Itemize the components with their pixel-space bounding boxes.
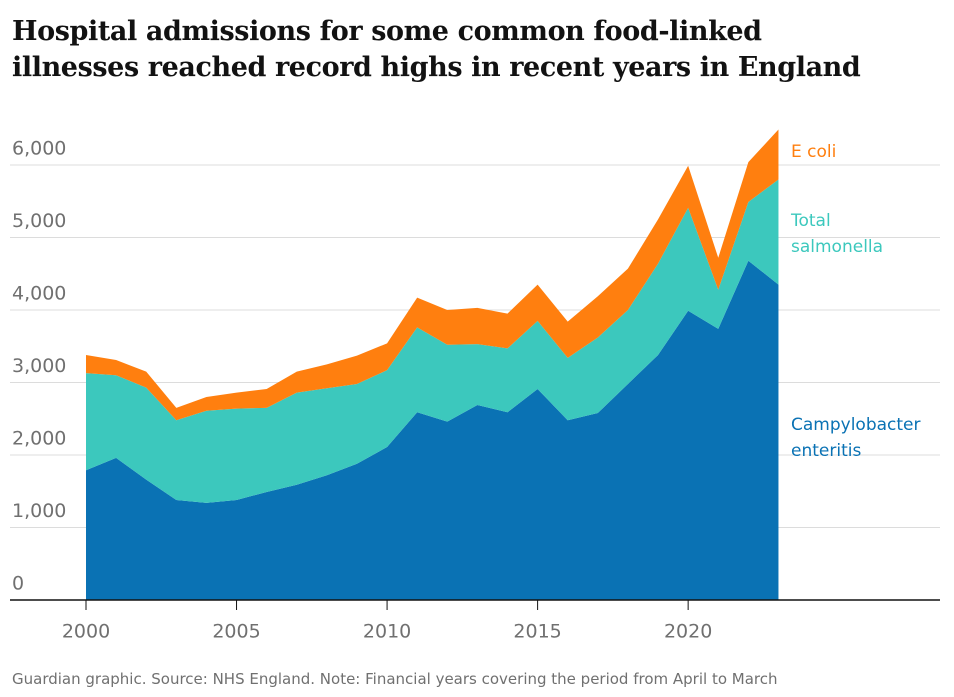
label-line: Total <box>790 211 831 231</box>
y-tick-label: 1,000 <box>12 500 66 522</box>
area <box>86 260 779 600</box>
area <box>86 179 779 503</box>
label-line: Campylobacter <box>791 415 921 435</box>
y-tick-label: 0 <box>12 573 24 595</box>
x-tick-label: 2015 <box>513 621 561 643</box>
area <box>86 129 779 421</box>
y-tick-label: 6,000 <box>12 138 66 160</box>
chart-title: Hospital admissions for some common food… <box>12 16 861 83</box>
x-tick-label: 2005 <box>212 621 260 643</box>
y-tick-label: 4,000 <box>12 283 66 305</box>
series-label: Total salmonella <box>790 211 883 257</box>
x-tick-label: 2010 <box>363 621 411 643</box>
label-line: salmonella <box>791 237 883 257</box>
y-tick-label: 2,000 <box>12 428 66 450</box>
source-note: Guardian graphic. Source: NHS England. N… <box>12 670 778 688</box>
chart: 0 1,000 2,000 3,000 4,000 5,000 6,000 2000 2005 2… <box>10 129 940 643</box>
y-tick-label: 3,000 <box>12 355 66 377</box>
series-label: Campylobacter enteritis <box>791 415 921 461</box>
x-tick-label: 2020 <box>664 621 712 643</box>
x-tick-label: 2000 <box>62 621 110 643</box>
label-line: enteritis <box>791 441 861 461</box>
y-tick-label: 5,000 <box>12 210 66 232</box>
series-label: E coli <box>791 142 836 162</box>
